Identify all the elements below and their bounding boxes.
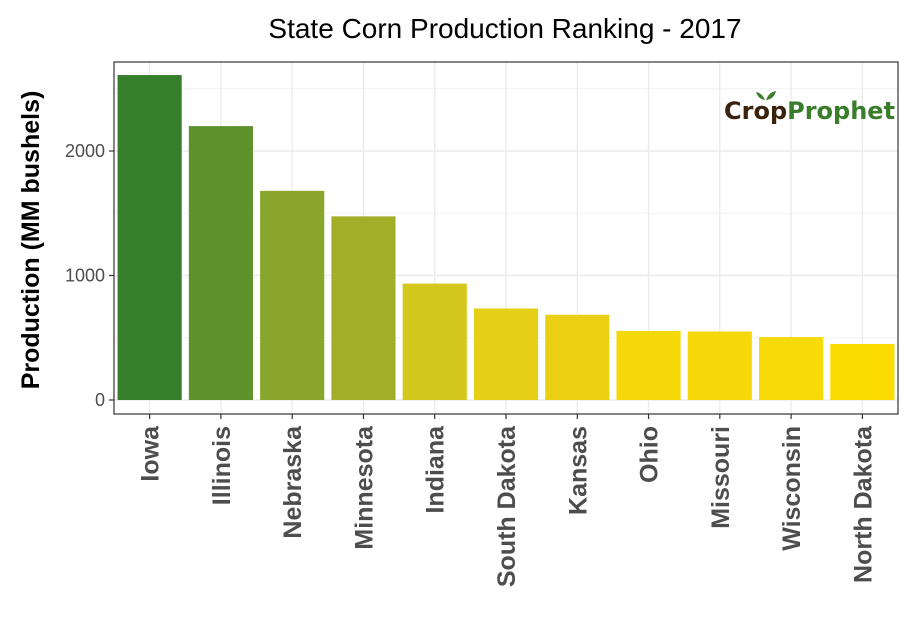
x-tick-label: Iowa	[137, 425, 165, 482]
bars-group	[117, 75, 895, 401]
bar-nebraska	[260, 190, 325, 400]
bar-missouri	[687, 331, 752, 400]
bar-south-dakota	[473, 308, 539, 400]
cropprophet-logo: CropProphet	[724, 91, 895, 125]
x-tick-label: Indiana	[422, 425, 450, 514]
logo-part-crop: Crop	[724, 97, 787, 125]
y-axis-label: Production (MM bushels)	[17, 91, 45, 390]
bar-kansas	[545, 314, 610, 400]
bar-iowa	[117, 75, 182, 401]
x-tick-label: Missouri	[707, 426, 735, 529]
x-axis-ticks: Iowa Illinois Nebraska Minnesota Indiana Sout…	[137, 414, 877, 587]
y-tick-label: 1000	[65, 266, 105, 286]
logo-crop-text: CropProphet	[724, 97, 895, 125]
bar-ohio	[616, 330, 681, 400]
x-tick-label: Wisconsin	[778, 426, 806, 551]
y-tick-label: 0	[95, 390, 105, 410]
sprout-icon	[756, 91, 776, 100]
bar-illinois	[188, 126, 253, 400]
logo-part-prophet: Prophet	[787, 97, 895, 125]
x-tick-label: South Dakota	[493, 425, 521, 587]
x-tick-label: Minnesota	[350, 425, 378, 550]
y-tick-label: 2000	[65, 141, 105, 161]
x-tick-label: Nebraska	[279, 425, 307, 539]
x-tick-label: Ohio	[636, 426, 664, 483]
x-tick-label: North Dakota	[849, 425, 877, 583]
x-tick-label: Kansas	[564, 426, 592, 515]
bar-north-dakota	[830, 343, 895, 400]
x-tick-label: Illinois	[208, 426, 236, 505]
y-axis-ticks: 0 1000 2000	[65, 141, 114, 410]
bar-indiana	[402, 283, 467, 400]
chart-title: State Corn Production Ranking - 2017	[268, 13, 741, 44]
bar-wisconsin	[759, 337, 824, 400]
bar-minnesota	[331, 216, 396, 400]
